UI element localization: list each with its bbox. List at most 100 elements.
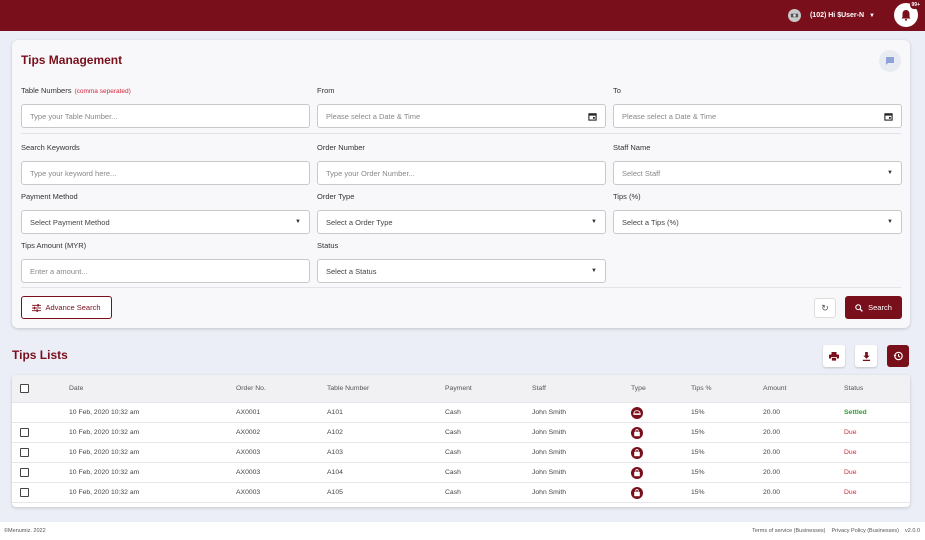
user-menu[interactable]: (102) Hi $User-N ▼ [787, 9, 875, 22]
advance-search-button[interactable]: Advance Search [21, 296, 112, 319]
from-label: From [317, 86, 335, 95]
from-field: From Please select a Date & Time [317, 86, 606, 128]
keywords-input[interactable]: Type your keyword here... [21, 161, 310, 185]
history-button[interactable] [887, 345, 909, 367]
staff-name-field: Staff Name Select Staff ▼ [613, 143, 902, 185]
table-numbers-input[interactable]: Type your Table Number... [21, 104, 310, 128]
tips-percent-select[interactable]: Select a Tips (%) ▼ [613, 210, 902, 234]
row-checkbox[interactable] [20, 428, 29, 437]
advance-search-label: Advance Search [45, 303, 101, 312]
takeaway-bag-icon [631, 446, 643, 459]
payment-method-select[interactable]: Select Payment Method ▼ [21, 210, 310, 234]
footer: ©Menumiz. 2022 Terms of service (Busines… [0, 522, 925, 540]
search-icon [855, 303, 863, 312]
tips-amount-placeholder: Enter a amount... [30, 266, 88, 276]
row-staff: John Smith [532, 449, 567, 456]
row-checkbox[interactable] [20, 468, 29, 477]
reset-button[interactable]: ↻ [814, 298, 836, 318]
terms-link[interactable]: Terms of service (Businesses) [752, 528, 826, 534]
from-datetime-input[interactable]: Please select a Date & Time [317, 104, 606, 128]
staff-name-label: Staff Name [613, 143, 651, 152]
order-type-select[interactable]: Select a Order Type ▼ [317, 210, 606, 234]
download-button[interactable] [855, 345, 877, 367]
row-table-number: A103 [327, 449, 343, 456]
table-row[interactable]: 10 Feb, 2020 10:32 am AX0003 A104 Cash J… [12, 463, 910, 483]
to-field: To Please select a Date & Time [613, 86, 902, 128]
tips-amount-input[interactable]: Enter a amount... [21, 259, 310, 283]
table-header-row: Date Order No. Table Number Payment Staf… [12, 375, 910, 403]
column-header-type: Type [631, 385, 646, 392]
table-numbers-label: Table Numbers [21, 86, 72, 95]
row-amount: 20.00 [763, 429, 781, 436]
row-amount: 20.00 [763, 489, 781, 496]
table-numbers-field: Table Numbers (comma seperated) Type your… [21, 86, 310, 128]
top-bar: (102) Hi $User-N ▼ 99+ [0, 0, 925, 31]
row-tips: 15% [691, 449, 705, 456]
keywords-field: Search Keywords Type your keyword here..… [21, 143, 310, 185]
version-label: v2.0.0 [905, 528, 920, 534]
payment-method-label: Payment Method [21, 192, 78, 201]
select-all-checkbox[interactable] [20, 384, 29, 393]
takeaway-bag-icon [631, 466, 643, 479]
row-staff: John Smith [532, 469, 567, 476]
history-icon [893, 351, 903, 361]
table-row[interactable]: 10 Feb, 2020 10:32 am AX0002 A102 Cash J… [12, 423, 910, 443]
takeaway-bag-icon [631, 486, 643, 499]
column-header-tips: Tips % [691, 385, 712, 392]
payment-method-value: Select Payment Method [30, 217, 110, 227]
status-badge: Due [844, 429, 857, 436]
copyright: ©Menumiz. 2022 [4, 528, 46, 534]
row-amount: 20.00 [763, 469, 781, 476]
keywords-label: Search Keywords [21, 143, 80, 152]
row-date: 10 Feb, 2020 10:32 am [69, 409, 140, 416]
table-row[interactable]: 10 Feb, 2020 10:32 am AX0003 A105 Cash J… [12, 483, 910, 503]
column-header-table-number: Table Number [327, 385, 370, 392]
row-order-no: AX0003 [236, 489, 261, 496]
row-order-no: AX0003 [236, 469, 261, 476]
business-logo-icon [787, 9, 801, 22]
staff-select[interactable]: Select Staff ▼ [613, 161, 902, 185]
row-staff: John Smith [532, 489, 567, 496]
to-datetime-input[interactable]: Please select a Date & Time [613, 104, 902, 128]
calendar-icon[interactable] [588, 112, 597, 121]
to-label: To [613, 86, 621, 95]
status-label: Status [317, 241, 339, 250]
tips-filter-card: Tips Management Table Numbers (comma sepe… [12, 40, 910, 328]
order-number-input[interactable]: Type your Order Number... [317, 161, 606, 185]
calendar-icon[interactable] [884, 112, 893, 121]
list-title: Tips Lists [12, 348, 68, 362]
row-tips: 15% [691, 489, 705, 496]
column-header-order-no: Order No. [236, 385, 266, 392]
to-placeholder: Please select a Date & Time [622, 111, 717, 121]
divider [21, 133, 901, 134]
status-badge: Settled [844, 409, 867, 416]
print-button[interactable] [823, 345, 845, 367]
row-payment: Cash [445, 429, 461, 436]
search-button[interactable]: Search [845, 296, 902, 319]
table-row[interactable]: 10 Feb, 2020 10:32 am AX0003 A103 Cash J… [12, 443, 910, 463]
divider [21, 287, 901, 288]
column-header-amount: Amount [763, 385, 787, 392]
dropdown-arrow-icon: ▼ [887, 219, 893, 225]
notification-button[interactable]: 99+ [894, 1, 922, 27]
status-select[interactable]: Select a Status ▼ [317, 259, 606, 283]
column-header-status: Status [844, 385, 864, 392]
tips-percent-field: Tips (%) Select a Tips (%) ▼ [613, 192, 902, 234]
privacy-link[interactable]: Privacy Policy (Businesses) [831, 528, 900, 534]
keywords-placeholder: Type your keyword here... [30, 168, 117, 178]
dropdown-arrow-icon: ▼ [591, 219, 597, 225]
feedback-button[interactable] [879, 50, 901, 72]
notification-badge: 99+ [909, 1, 922, 9]
row-checkbox[interactable] [20, 488, 29, 497]
row-staff: John Smith [532, 429, 567, 436]
row-payment: Cash [445, 449, 461, 456]
chevron-down-icon: ▼ [869, 12, 875, 19]
row-checkbox[interactable] [20, 448, 29, 457]
payment-method-field: Payment Method Select Payment Method ▼ [21, 192, 310, 234]
row-table-number: A104 [327, 469, 343, 476]
search-label: Search [868, 303, 892, 312]
table-row[interactable]: 10 Feb, 2020 10:32 am AX0001 A101 Cash J… [12, 403, 910, 423]
status-badge: Due [844, 489, 857, 496]
order-type-value: Select a Order Type [326, 217, 393, 227]
tips-table: Date Order No. Table Number Payment Staf… [12, 375, 910, 507]
